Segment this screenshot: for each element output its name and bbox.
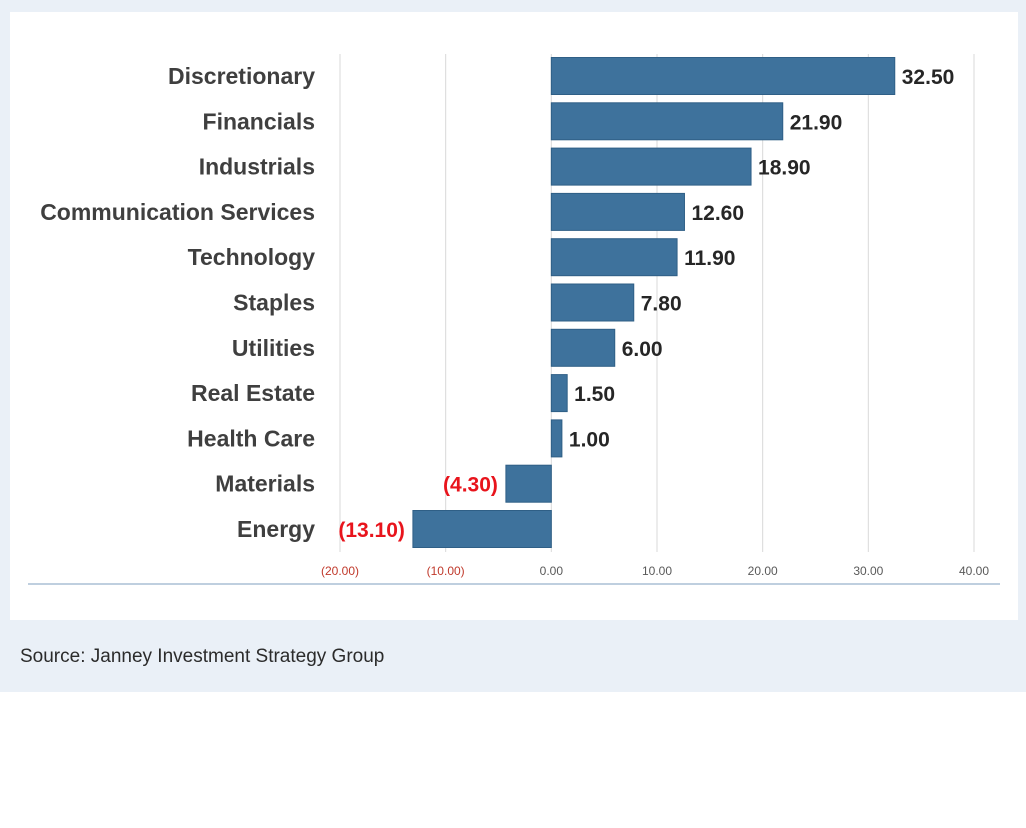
bar [550, 147, 752, 186]
value-label: 18.90 [758, 157, 811, 180]
value-label: (13.10) [338, 519, 405, 542]
source-note: Source: Janney Investment Strategy Group [20, 646, 385, 667]
x-tick-label: 10.00 [642, 564, 672, 578]
bar [550, 57, 896, 95]
value-label: 32.50 [902, 66, 955, 89]
value-label: 1.50 [574, 383, 615, 406]
category-label: Industrials [199, 154, 315, 180]
chart-card: Discretionary 32.50 Financials 21.90 Industr… [10, 12, 1018, 620]
category-label: Materials [215, 471, 315, 497]
bar [550, 283, 635, 322]
bar [550, 192, 685, 231]
labels: Discretionary 32.50 Financials 21.90 Industr… [40, 63, 954, 542]
value-label: 7.80 [641, 293, 682, 316]
bar [550, 419, 563, 458]
sector-bar-chart: Discretionary 32.50 Financials 21.90 Industr… [28, 54, 1000, 585]
bar [412, 510, 552, 548]
x-tick-label: (10.00) [427, 564, 465, 578]
value-label: 21.90 [790, 111, 843, 134]
x-tick-label: 40.00 [959, 564, 989, 578]
x-tick-label: (20.00) [321, 564, 359, 578]
value-label: (4.30) [443, 474, 498, 497]
bar [550, 328, 616, 367]
chart-panel: Discretionary 32.50 Financials 21.90 Industr… [0, 0, 1026, 692]
value-label: 1.00 [569, 428, 610, 451]
category-label: Communication Services [40, 199, 315, 225]
bars [412, 57, 896, 548]
bar [550, 238, 678, 277]
x-tick-label: 30.00 [853, 564, 883, 578]
bar [550, 102, 784, 141]
bar [550, 374, 568, 413]
value-label: 6.00 [622, 338, 663, 361]
category-label: Discretionary [168, 63, 315, 89]
category-label: Energy [237, 516, 315, 542]
category-label: Health Care [187, 425, 315, 451]
category-label: Financials [203, 108, 315, 134]
category-label: Utilities [232, 335, 315, 361]
value-label: 11.90 [684, 247, 735, 270]
category-label: Technology [188, 244, 316, 270]
x-tick-label: 0.00 [540, 564, 564, 578]
x-tick-label: 20.00 [748, 564, 778, 578]
category-label: Staples [233, 290, 315, 316]
category-label: Real Estate [191, 380, 315, 406]
bar [505, 464, 552, 503]
value-label: 12.60 [691, 202, 744, 225]
x-axis: (20.00) (10.00) 0.00 10.00 20.00 30.00 40.00 [28, 564, 1000, 585]
